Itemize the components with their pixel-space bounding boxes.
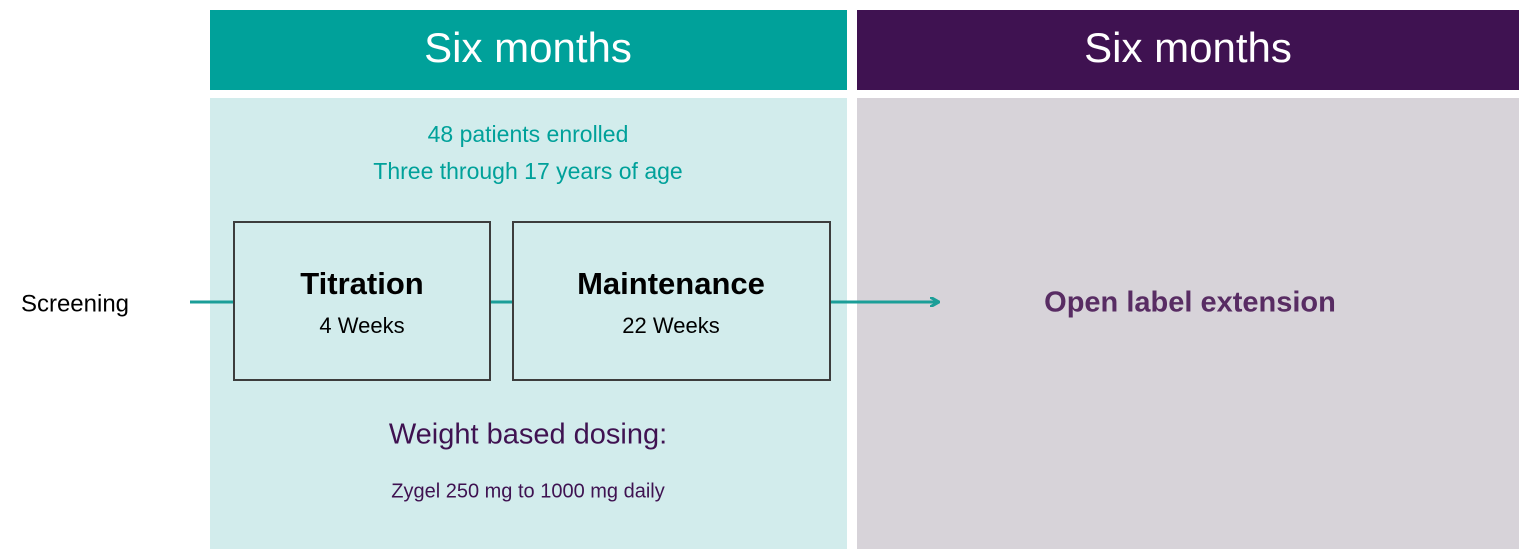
phase-title: Titration — [300, 266, 423, 301]
screening-label: Screening — [21, 290, 129, 317]
header-teal — [210, 10, 847, 90]
panel-extension — [857, 98, 1519, 549]
enrollment-line: 48 patients enrolled — [428, 121, 629, 147]
header-label: Six months — [1084, 24, 1292, 71]
phase-box — [512, 221, 831, 381]
dosing-detail: Zygel 250 mg to 1000 mg daily — [391, 480, 665, 502]
enrollment-line: Three through 17 years of age — [373, 158, 682, 184]
panel-study — [210, 98, 847, 549]
phase-duration: 4 Weeks — [319, 313, 404, 338]
phase-box — [233, 221, 491, 381]
phase-title: Maintenance — [577, 266, 765, 301]
extension-label: Open label extension — [1044, 287, 1336, 319]
phase-duration: 22 Weeks — [622, 313, 719, 338]
dosing-title: Weight based dosing: — [389, 419, 667, 451]
header-purple — [857, 10, 1519, 90]
header-label: Six months — [424, 24, 632, 71]
